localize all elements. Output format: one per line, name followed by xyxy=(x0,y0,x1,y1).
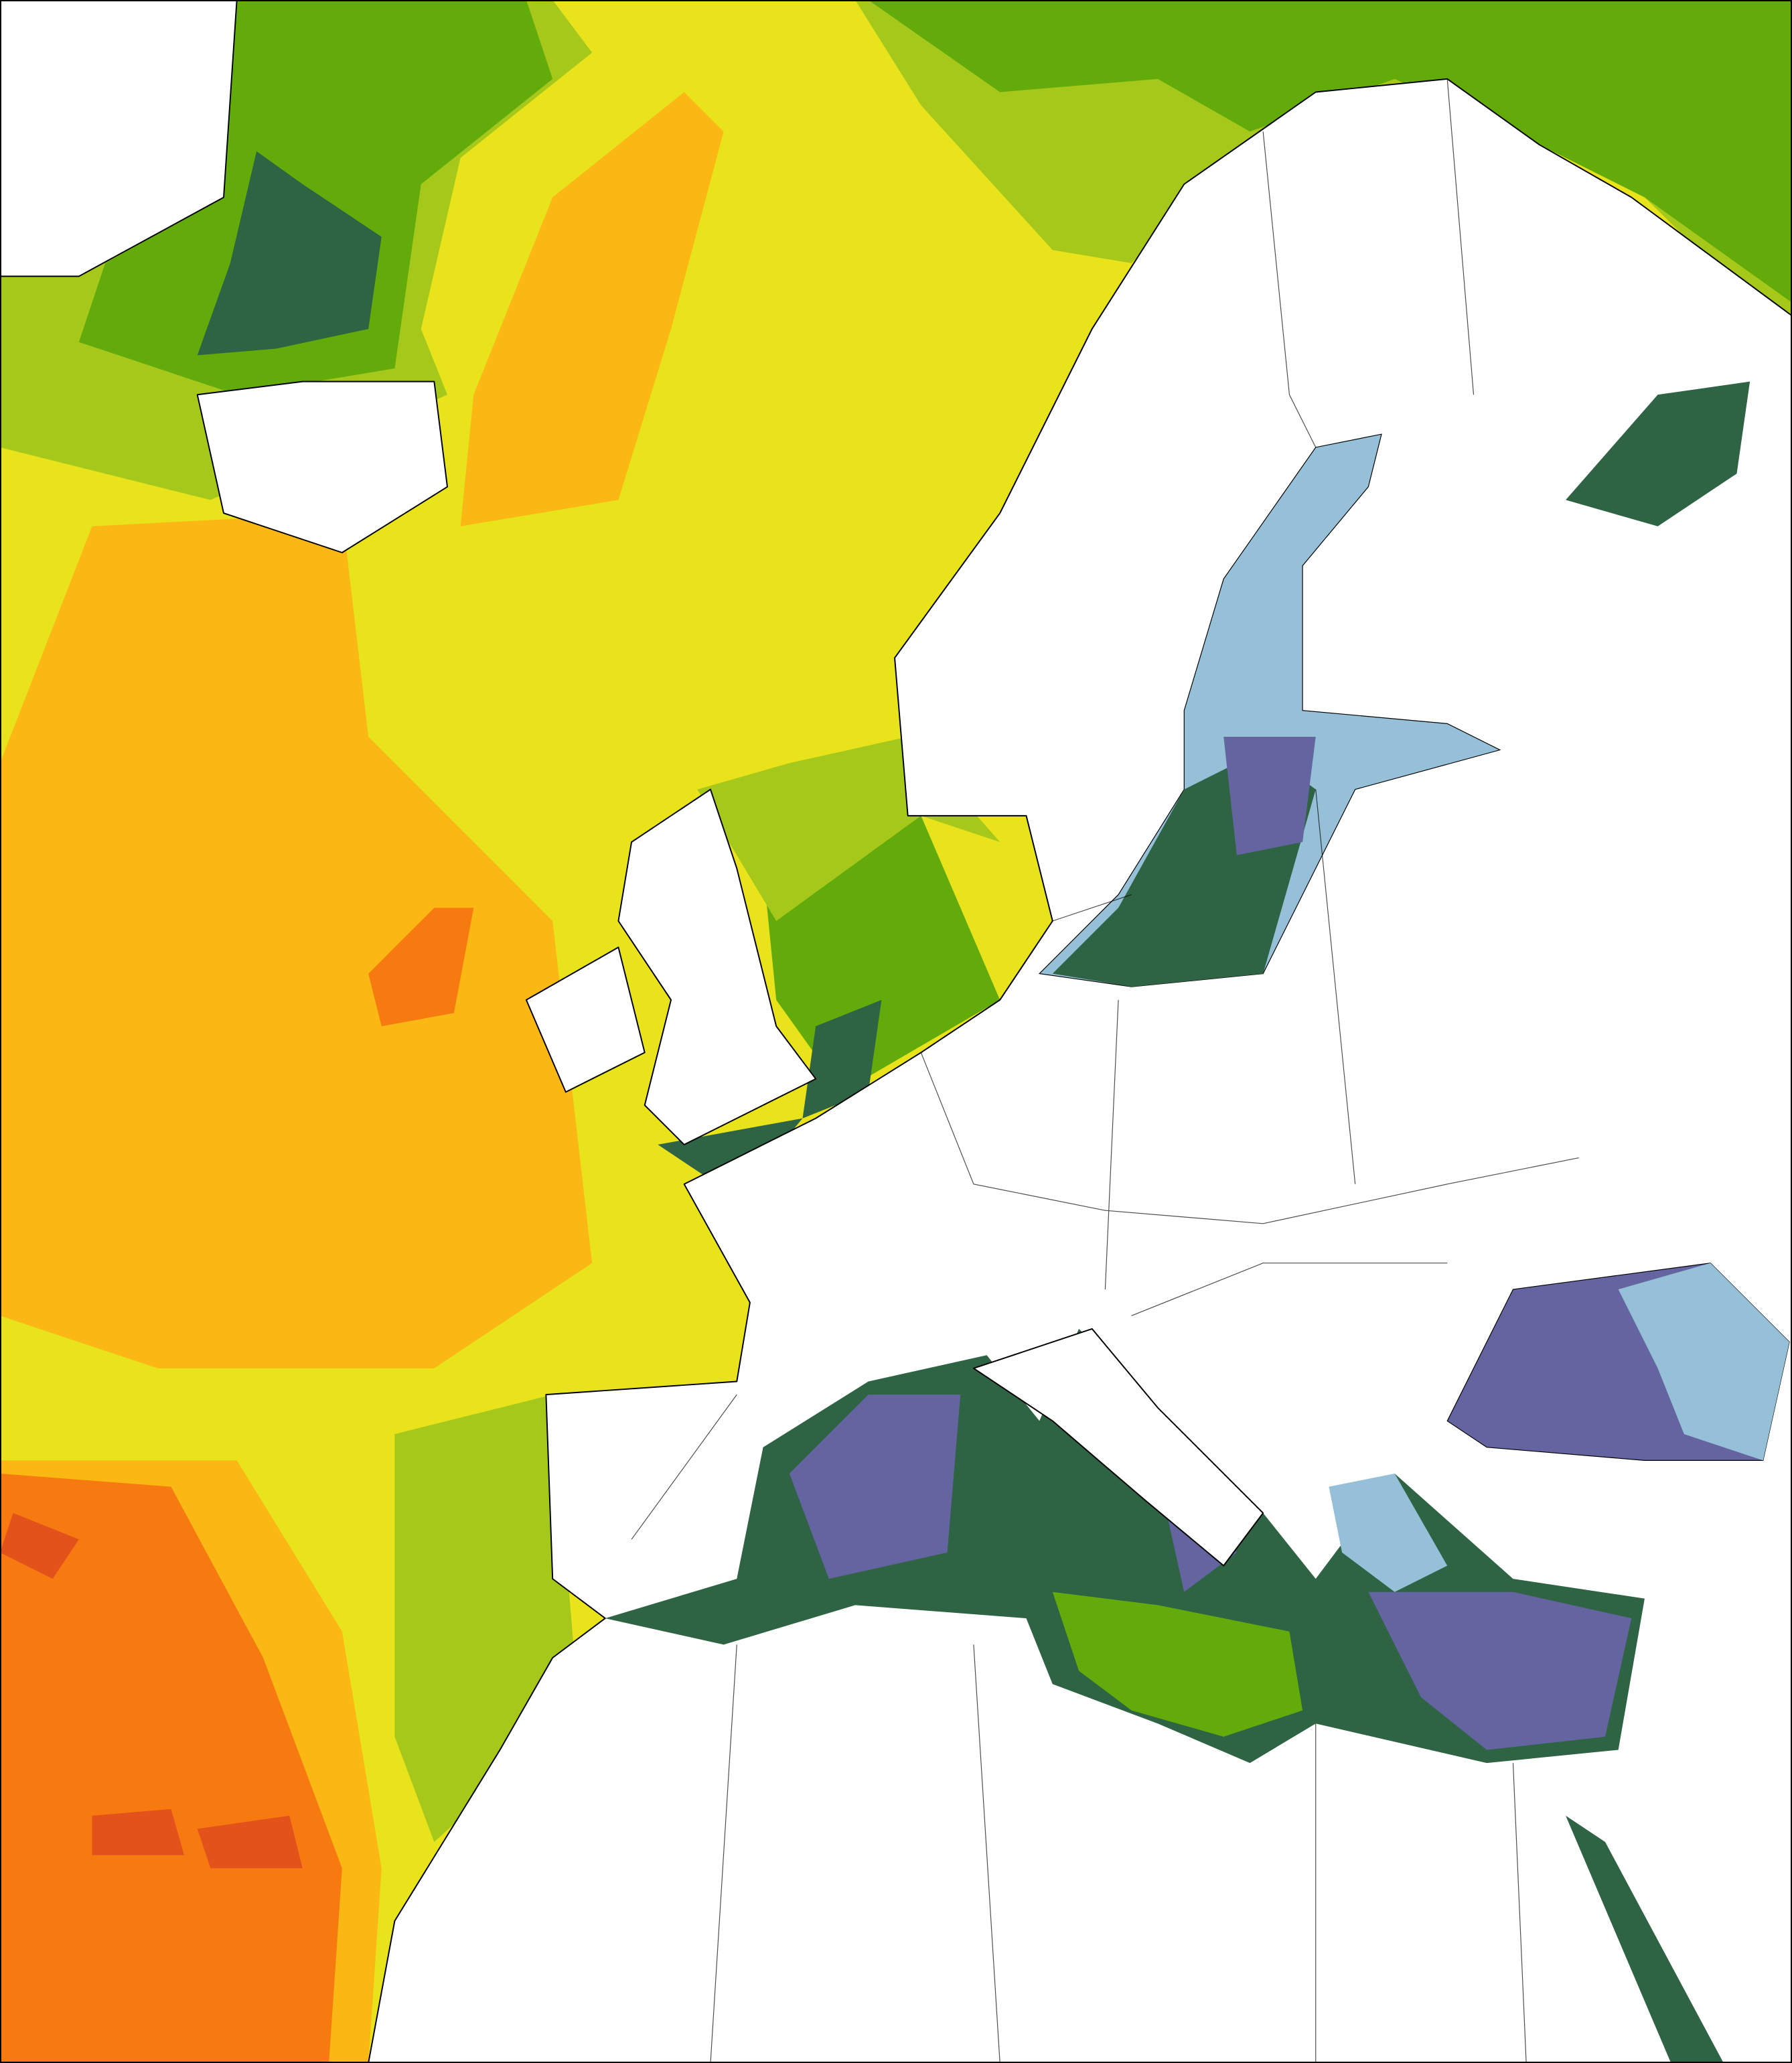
aegean-light-blue xyxy=(1329,1474,1448,1592)
atlantic-orange-core xyxy=(368,908,474,1027)
barents-green xyxy=(868,0,1792,303)
ireland xyxy=(525,946,646,1093)
southwest-deep-orange xyxy=(0,1474,342,2063)
country-borders xyxy=(631,78,1579,2063)
white-sea xyxy=(1566,381,1750,526)
atlantic-orange xyxy=(0,513,593,1368)
greenland xyxy=(0,0,238,277)
denmark-strait-dark-green xyxy=(197,151,382,356)
great-britain xyxy=(617,788,817,1145)
mediterranean-purple xyxy=(789,1395,1632,1750)
black-sea-east xyxy=(1618,1263,1790,1461)
southwest-red-patches xyxy=(0,1512,303,1869)
iceland xyxy=(196,380,448,553)
baltic-purple xyxy=(1223,737,1316,855)
channel-dark-green xyxy=(658,999,882,1198)
red-sea xyxy=(1566,1815,1724,2063)
italy xyxy=(972,1328,1264,1567)
mediterranean-green xyxy=(1052,1591,1303,1737)
north-orange-strip xyxy=(460,92,724,526)
